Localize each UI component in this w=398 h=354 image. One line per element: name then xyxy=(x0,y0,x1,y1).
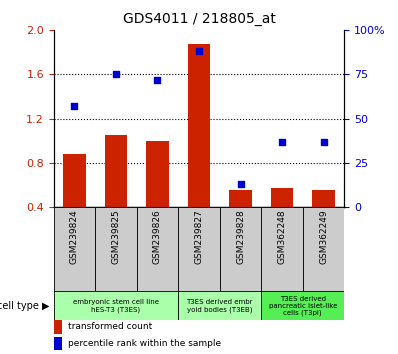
Bar xyxy=(220,207,261,292)
Bar xyxy=(137,207,178,292)
Bar xyxy=(178,207,220,292)
Title: GDS4011 / 218805_at: GDS4011 / 218805_at xyxy=(123,12,275,26)
Point xyxy=(320,139,327,144)
Point xyxy=(71,103,78,109)
Bar xyxy=(312,190,335,207)
Bar xyxy=(54,207,95,292)
Bar xyxy=(146,141,169,207)
Bar xyxy=(178,291,261,320)
Bar xyxy=(54,291,178,320)
Bar xyxy=(261,207,303,292)
Point xyxy=(113,72,119,77)
Text: GSM239826: GSM239826 xyxy=(153,210,162,264)
Text: GSM239827: GSM239827 xyxy=(195,210,203,264)
Text: GSM362248: GSM362248 xyxy=(277,210,287,264)
Bar xyxy=(54,337,62,350)
Text: GSM239825: GSM239825 xyxy=(111,210,121,264)
Point xyxy=(154,77,161,82)
Text: T3ES derived
pancreatic islet-like
cells (T3pi): T3ES derived pancreatic islet-like cells… xyxy=(269,296,337,316)
Bar xyxy=(303,207,344,292)
Text: GSM362249: GSM362249 xyxy=(319,210,328,264)
Bar xyxy=(229,190,252,207)
Bar xyxy=(54,320,62,334)
Point xyxy=(279,139,285,144)
Point xyxy=(237,181,244,187)
Point xyxy=(196,48,202,54)
Bar xyxy=(105,135,127,207)
Bar xyxy=(261,291,344,320)
Bar xyxy=(271,188,293,207)
Text: GSM239828: GSM239828 xyxy=(236,210,245,264)
Bar xyxy=(95,207,137,292)
Text: GSM239824: GSM239824 xyxy=(70,210,79,264)
Text: transformed count: transformed count xyxy=(68,322,152,331)
Text: T3ES derived embr
yoid bodies (T3EB): T3ES derived embr yoid bodies (T3EB) xyxy=(187,299,253,313)
Text: embryonic stem cell line
hES-T3 (T3ES): embryonic stem cell line hES-T3 (T3ES) xyxy=(73,299,159,313)
Bar xyxy=(187,45,211,207)
Text: cell type ▶: cell type ▶ xyxy=(0,301,50,311)
Bar xyxy=(63,154,86,207)
Text: percentile rank within the sample: percentile rank within the sample xyxy=(68,339,221,348)
